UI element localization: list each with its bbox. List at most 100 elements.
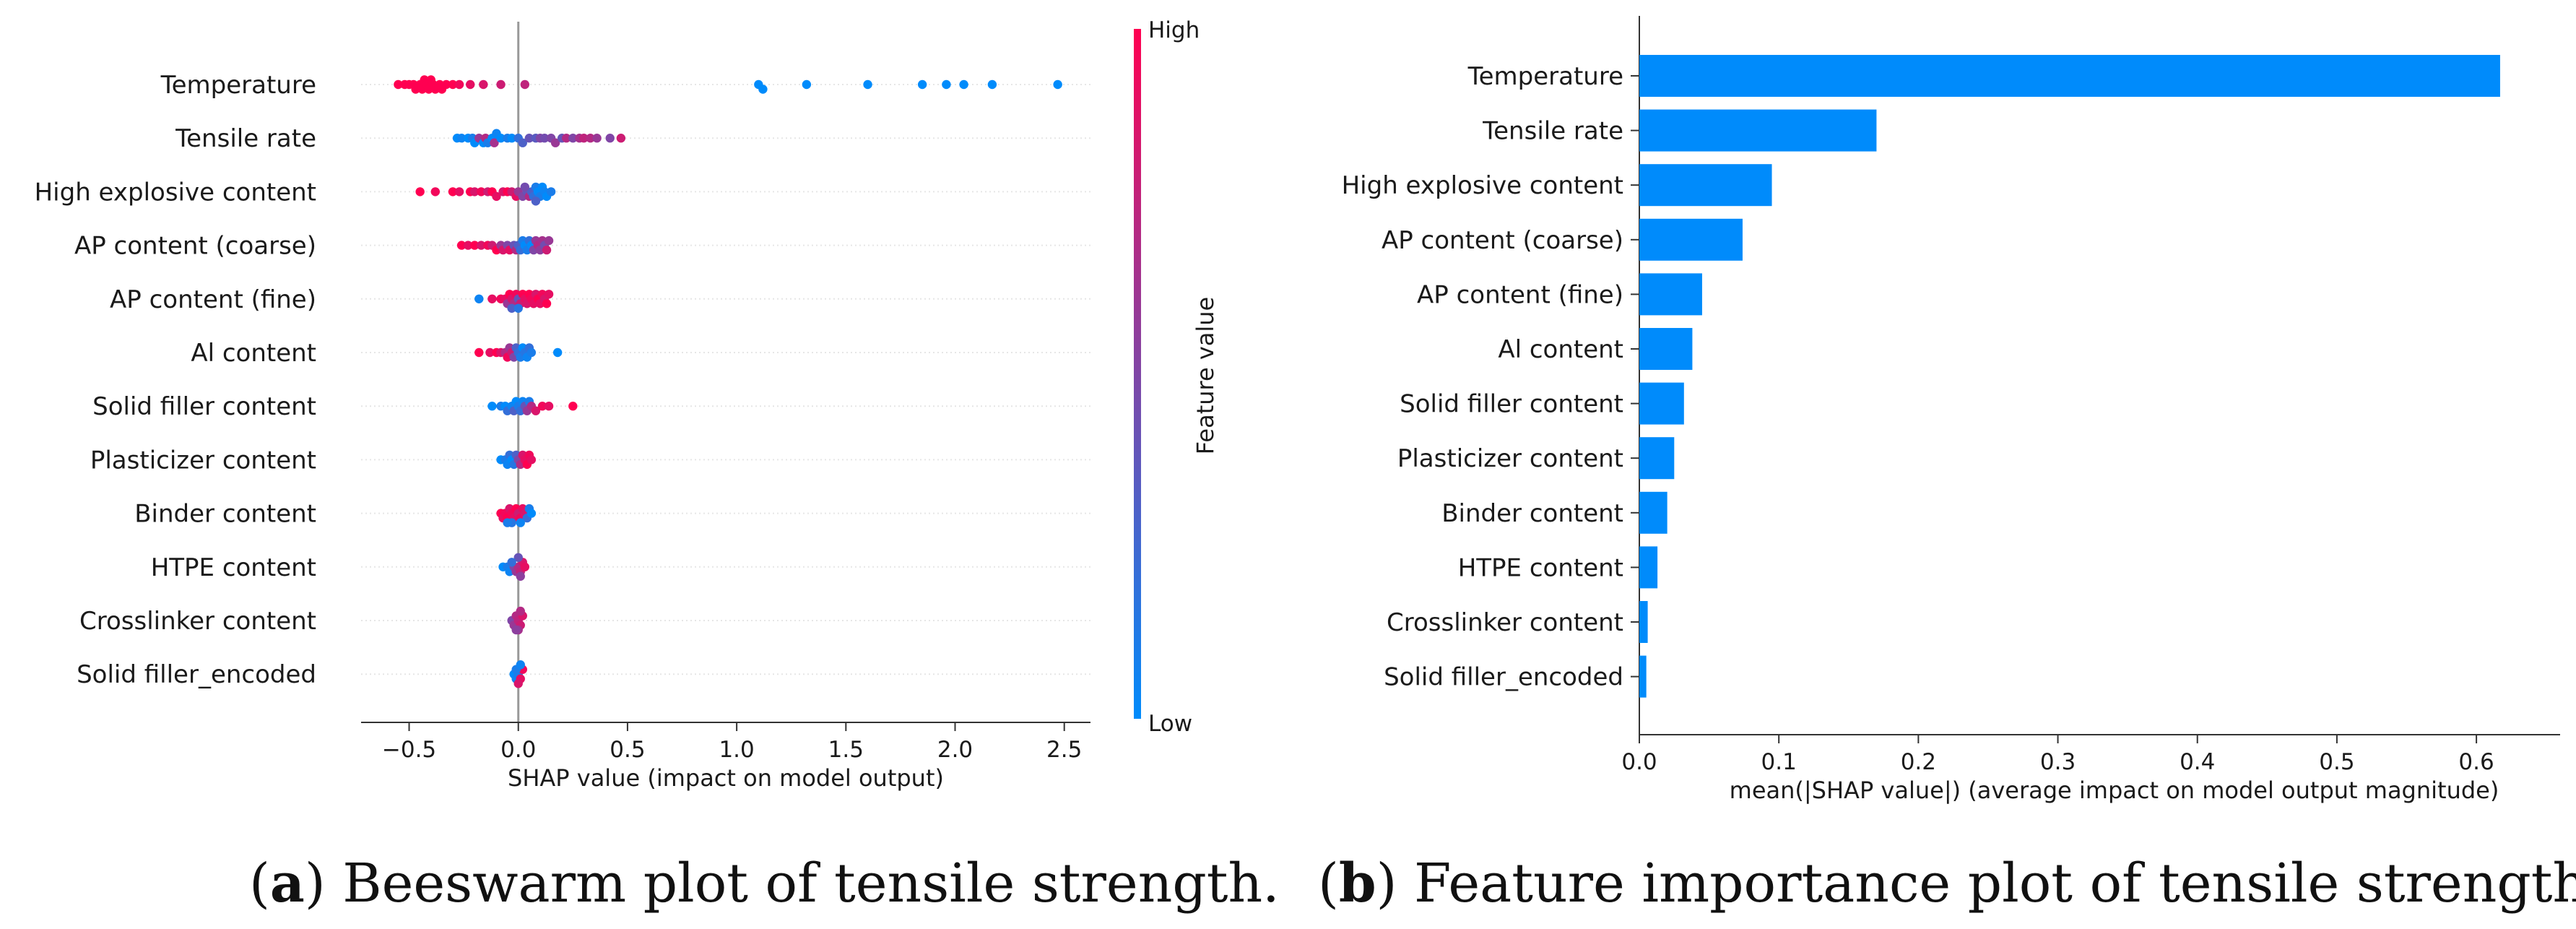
shap-point: [562, 134, 571, 143]
feature-label: HTPE content: [151, 553, 316, 582]
shap-point: [542, 245, 552, 255]
x-tick-label: 0.0: [1621, 749, 1657, 775]
colorbar-low-label: Low: [1148, 711, 1192, 737]
shap-point: [496, 134, 506, 143]
shap-point: [531, 406, 541, 415]
shap-point: [544, 236, 554, 246]
shap-point: [526, 455, 537, 464]
x-tick-label: −0.5: [382, 737, 436, 763]
shap-point: [415, 187, 425, 196]
feature-label: AP content (fine): [110, 285, 316, 314]
shap-point: [470, 241, 480, 250]
feature-label: High explosive content: [35, 178, 316, 207]
shap-point: [485, 347, 495, 358]
feature-label: High explosive content: [1342, 171, 1623, 200]
x-axis-label: SHAP value (impact on model output): [508, 764, 944, 792]
shap-point: [1053, 79, 1062, 90]
shap-point: [539, 134, 550, 143]
shap-point: [463, 241, 473, 250]
x-tick-label: 0.5: [2319, 749, 2354, 775]
shap-point: [526, 347, 537, 358]
shap-point: [507, 558, 516, 567]
shap-point: [487, 294, 497, 303]
caption-b: (b) Feature importance plot of tensile s…: [1318, 852, 2576, 915]
shap-point: [503, 518, 512, 527]
shap-point: [542, 299, 552, 308]
shap-point: [758, 85, 768, 94]
shap-point: [513, 553, 523, 562]
shap-point: [470, 187, 480, 196]
shap-point: [430, 187, 441, 196]
feature-label: Binder content: [134, 500, 316, 529]
shap-point: [513, 303, 523, 313]
shap-point: [474, 294, 484, 303]
x-tick-label: 0.5: [610, 737, 645, 763]
feature-label: Solid filler_encoded: [1384, 663, 1623, 692]
shap-point: [492, 191, 501, 202]
shap-point: [544, 402, 554, 411]
importance-bar: [1639, 546, 1658, 589]
shap-point: [568, 134, 578, 143]
importance-bar: [1639, 601, 1648, 643]
feature-label: Solid filler content: [1400, 390, 1623, 419]
x-tick-label: 0.1: [1761, 749, 1797, 775]
shap-point: [456, 241, 467, 250]
shap-point: [507, 303, 516, 313]
shap-point: [516, 518, 525, 527]
shap-point: [487, 402, 497, 411]
x-tick-label: 1.5: [828, 737, 864, 763]
feature-label: Solid filler content: [92, 392, 316, 421]
shap-point: [496, 79, 506, 90]
beeswarm-chart: −0.5 0.0 0.5 1.0 1.5 2.0 2.5 Temperature Tensil…: [35, 17, 1280, 915]
feature-label: AP content (fine): [1417, 280, 1623, 309]
x-axis-label: mean(|SHAP value|) (average impact on mo…: [1730, 777, 2499, 804]
feature-label: Binder content: [1441, 499, 1623, 528]
feature-label: Al content: [191, 339, 316, 368]
colorbar-high-label: High: [1148, 17, 1200, 43]
shap-point: [616, 134, 626, 143]
x-tick-label: 0.4: [2180, 749, 2215, 775]
feature-label: Tensile rate: [175, 124, 316, 153]
shap-point: [454, 187, 464, 196]
shap-point: [394, 79, 403, 90]
shap-point: [465, 79, 475, 90]
shap-point: [537, 402, 547, 411]
feature-label: Crosslinker content: [79, 607, 316, 636]
shap-point: [959, 79, 968, 90]
feature-label: Al content: [1498, 335, 1623, 364]
shap-point: [605, 134, 615, 143]
feature-label: Solid filler_encoded: [77, 660, 316, 689]
x-tick-label: 0.3: [2040, 749, 2076, 775]
shap-point: [520, 182, 529, 192]
feature-label: AP content (coarse): [74, 232, 316, 261]
shap-point: [448, 79, 458, 90]
feature-label: Tensile rate: [1482, 117, 1623, 146]
shap-point: [987, 79, 997, 90]
shap-point: [524, 134, 534, 143]
feature-label: HTPE content: [1458, 553, 1623, 582]
x-tick-label: 0.0: [500, 737, 536, 763]
shap-point: [456, 134, 467, 143]
shap-point: [490, 138, 499, 147]
shap-point: [586, 134, 595, 143]
shap-point: [520, 79, 529, 90]
colorbar-title: Feature value: [1192, 297, 1219, 455]
shap-point: [474, 347, 484, 358]
importance-bar: [1639, 655, 1647, 698]
shap-point: [863, 79, 872, 90]
shap-point: [511, 625, 521, 635]
importance-bar: [1639, 55, 2500, 97]
feature-label: Plasticizer content: [90, 446, 316, 475]
shap-point: [579, 134, 589, 143]
shap-point: [544, 290, 554, 299]
feature-importance-chart: 0.0 0.1 0.2 0.3 0.4 0.5 0.6 Temperature Tensile…: [1318, 16, 2576, 915]
shap-point: [531, 196, 541, 206]
feature-label: Temperature: [160, 71, 316, 100]
importance-bar: [1639, 382, 1684, 425]
caption-a: (a) Beeswarm plot of tensile strength.: [249, 852, 1280, 915]
importance-bar: [1639, 164, 1772, 207]
x-tick-label: 0.2: [1901, 749, 1936, 775]
shap-point: [552, 347, 563, 358]
shap-point: [454, 79, 464, 90]
